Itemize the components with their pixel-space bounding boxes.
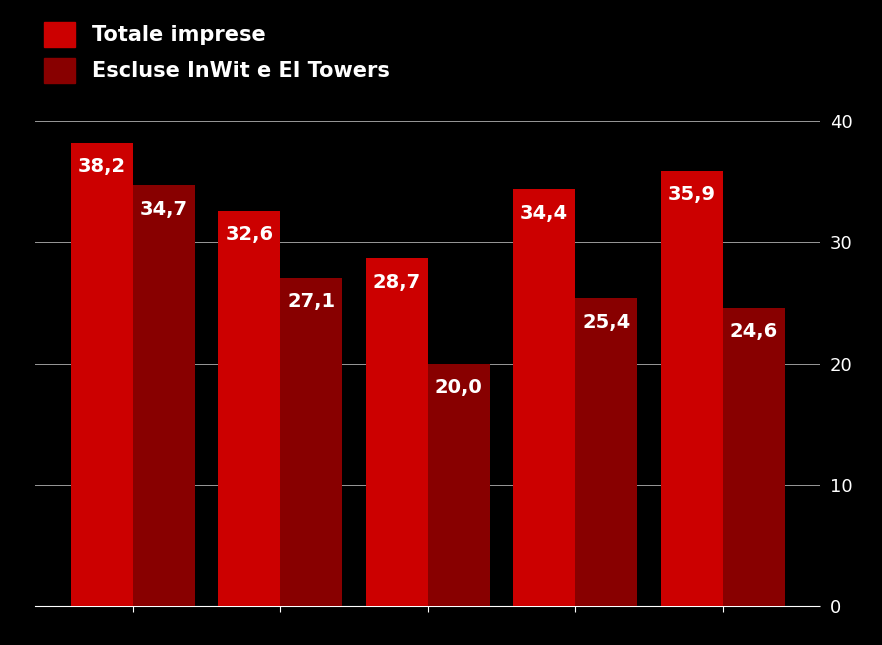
- Text: 34,4: 34,4: [520, 204, 568, 223]
- Bar: [71, 143, 133, 606]
- Bar: [513, 189, 575, 606]
- Bar: [575, 298, 637, 606]
- Text: 24,6: 24,6: [729, 322, 778, 341]
- Bar: [661, 171, 722, 606]
- Legend: Totale imprese, Escluse InWit e EI Towers: Totale imprese, Escluse InWit e EI Tower…: [38, 15, 396, 89]
- Bar: [133, 185, 195, 606]
- Text: 34,7: 34,7: [140, 200, 188, 219]
- Text: 27,1: 27,1: [288, 292, 335, 311]
- Text: 32,6: 32,6: [225, 225, 273, 244]
- Text: 28,7: 28,7: [373, 273, 421, 292]
- Text: 35,9: 35,9: [668, 185, 715, 204]
- Bar: [722, 308, 785, 606]
- Bar: [366, 258, 428, 606]
- Bar: [428, 364, 490, 606]
- Text: 25,4: 25,4: [582, 313, 631, 332]
- Text: 20,0: 20,0: [435, 378, 482, 397]
- Text: 38,2: 38,2: [78, 157, 126, 177]
- Bar: [219, 211, 280, 606]
- Bar: [280, 277, 342, 606]
